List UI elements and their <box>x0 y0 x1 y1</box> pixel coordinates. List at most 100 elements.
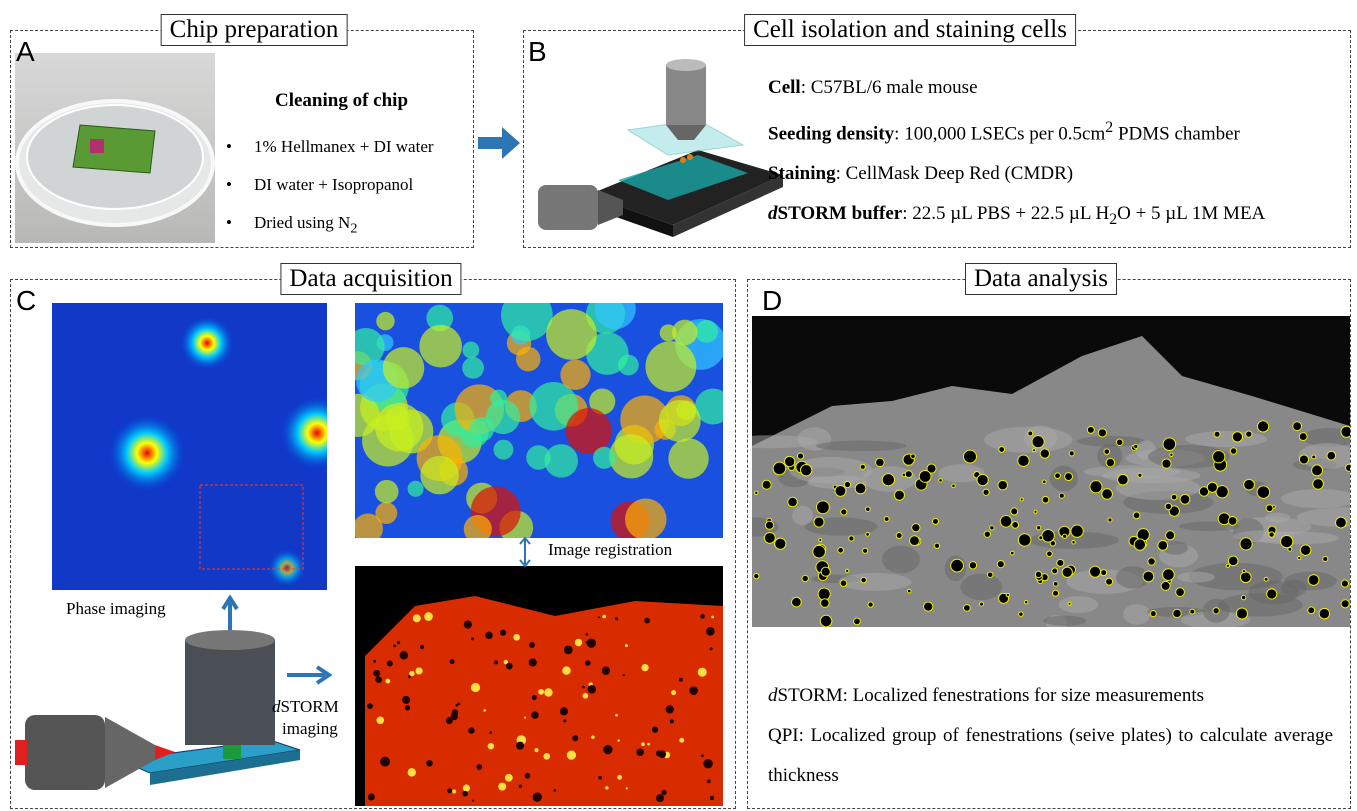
texture <box>698 668 707 677</box>
texture <box>700 614 705 619</box>
device-illustration <box>528 55 788 245</box>
texture <box>1213 608 1219 614</box>
texture <box>1190 609 1195 614</box>
texture <box>977 474 988 485</box>
texture <box>952 484 956 488</box>
texture <box>679 678 683 682</box>
texture <box>990 526 994 530</box>
texture <box>1090 566 1101 577</box>
caption: Image registration <box>548 540 672 560</box>
texture <box>472 800 474 802</box>
text-segment: : 100,000 LSECs per 0.5cm <box>894 123 1105 144</box>
texture <box>1241 595 1245 599</box>
texture <box>450 659 455 664</box>
texture <box>489 731 492 734</box>
texture <box>1163 569 1175 581</box>
texture <box>912 524 920 532</box>
info-line: dSTORM buffer: 22.5 µL PBS + 22.5 µL H2O… <box>768 194 1265 240</box>
texture <box>534 748 538 752</box>
texture <box>602 667 610 675</box>
texture <box>813 545 826 558</box>
text-segment: O + 5 µL 1M MEA <box>1117 203 1265 224</box>
texture <box>676 400 696 420</box>
texture <box>670 719 674 723</box>
texture <box>1052 568 1058 574</box>
panel-label: A <box>16 36 35 68</box>
texture <box>656 794 664 802</box>
texture <box>587 685 596 694</box>
texture <box>368 794 375 801</box>
texture <box>462 791 468 797</box>
texture <box>788 497 798 507</box>
item-list: •1% Hellmanex + DI water •DI water + Iso… <box>226 128 434 247</box>
texture <box>1257 421 1268 432</box>
texture <box>855 483 866 494</box>
text-line: Dried using N2 <box>254 213 357 232</box>
texture <box>846 569 849 572</box>
texture <box>689 686 698 695</box>
texture <box>1058 596 1098 613</box>
texture <box>544 688 552 696</box>
info-line: Staining: CellMask Deep Red (CMDR) <box>768 154 1265 194</box>
texture <box>797 453 803 459</box>
texture <box>424 612 433 621</box>
texture <box>516 347 540 371</box>
texture <box>636 748 644 756</box>
texture <box>896 533 902 539</box>
texture <box>582 686 585 689</box>
texture <box>383 347 425 389</box>
texture <box>816 441 906 452</box>
texture <box>841 509 847 515</box>
texture <box>754 573 759 578</box>
texture <box>1173 609 1181 617</box>
texture <box>1171 494 1177 500</box>
texture <box>1244 479 1255 490</box>
texture <box>426 760 433 767</box>
texture <box>838 547 844 553</box>
texture <box>1228 517 1237 526</box>
texture <box>710 647 713 650</box>
texture <box>1341 580 1348 587</box>
texture <box>538 689 544 695</box>
texture <box>802 575 808 581</box>
texture <box>1299 455 1308 464</box>
texture <box>818 588 830 600</box>
texture <box>1063 534 1067 538</box>
texture <box>1288 547 1292 551</box>
texture <box>1071 525 1083 537</box>
texture <box>1300 545 1311 556</box>
texture <box>402 696 410 704</box>
texture <box>819 538 822 541</box>
texture <box>1018 534 1030 546</box>
texture <box>1341 426 1350 437</box>
item: •1% Hellmanex + DI water <box>226 128 434 166</box>
texture <box>884 517 889 522</box>
texture <box>1133 512 1140 519</box>
texture <box>1072 541 1076 545</box>
texture <box>701 755 704 758</box>
texture <box>1319 608 1329 618</box>
texture <box>821 567 830 576</box>
texture <box>625 644 628 647</box>
texture <box>586 633 589 636</box>
texture <box>393 644 396 647</box>
texture <box>868 602 873 607</box>
text-segment: Cell <box>768 77 801 98</box>
texture <box>1020 498 1023 501</box>
texture <box>1240 572 1251 583</box>
text-line: QPI: Localized group of fenestrations (s… <box>768 716 1333 796</box>
texture <box>814 517 824 527</box>
texture <box>500 630 506 636</box>
texture <box>375 676 382 683</box>
item: •Dried using N2 <box>226 204 434 247</box>
texture <box>983 489 989 495</box>
texture <box>924 602 933 611</box>
texture <box>546 309 597 360</box>
texture <box>419 325 462 368</box>
texture <box>792 597 802 607</box>
texture <box>660 324 677 341</box>
texture <box>585 660 591 666</box>
texture <box>911 454 916 459</box>
texture <box>1037 526 1041 530</box>
